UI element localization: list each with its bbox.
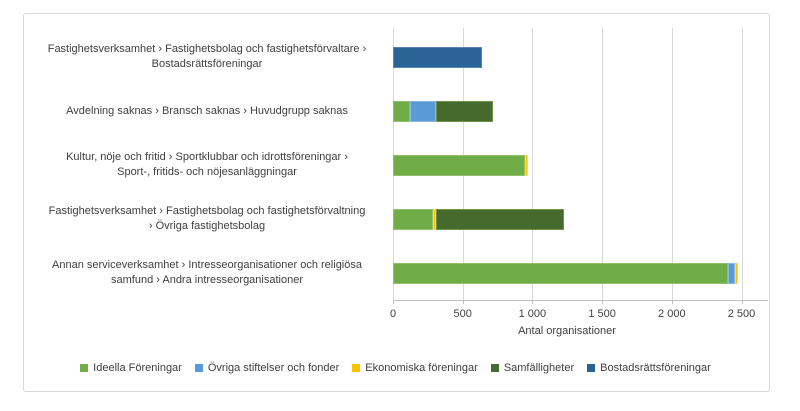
chart-frame	[23, 13, 770, 392]
legend-swatch-icon	[490, 364, 499, 372]
x-axis-line	[393, 300, 768, 301]
legend-item: Bostadsrättsföreningar	[587, 362, 711, 374]
x-tick-label: 1 000	[518, 308, 547, 320]
category-label: Fastighetsverksamhet › Fastighetsbolag o…	[48, 205, 366, 232]
bar-segment	[727, 262, 735, 284]
legend-item: Övriga stiftelser och fonder	[194, 362, 340, 374]
bar-segment	[393, 46, 483, 68]
bar-segment	[410, 100, 436, 122]
x-tick-label: 0	[389, 308, 397, 320]
gridline-2500	[741, 28, 743, 300]
legend: Ideella Föreningar Övriga stiftelser och …	[23, 362, 768, 374]
bar-segment	[393, 208, 434, 230]
x-tick-label: 1 500	[588, 308, 616, 320]
legend-item: Ideella Föreningar	[80, 362, 182, 374]
gridline-2000	[671, 28, 673, 300]
legend-swatch-icon	[194, 364, 203, 372]
x-tickmark-2000	[671, 300, 673, 304]
bar-segment	[393, 154, 526, 176]
gridline-1000	[532, 28, 534, 300]
legend-swatch-icon	[80, 364, 89, 372]
bar-segment	[525, 154, 528, 176]
x-tickmark-500	[462, 300, 464, 304]
legend-label: Samfälligheter	[503, 362, 575, 374]
x-tickmark-2500	[741, 300, 743, 304]
x-tickmark-0	[393, 300, 394, 304]
legend-swatch-icon	[587, 364, 596, 372]
bar-segment	[435, 208, 565, 230]
legend-label: Ideella Föreningar	[93, 362, 182, 374]
legend-swatch-icon	[352, 364, 361, 372]
bar-segment	[393, 262, 728, 284]
legend-label: Övriga stiftelser och fonder	[207, 362, 340, 374]
gridline-1500	[602, 28, 604, 300]
legend-item: Ekonomiska föreningar	[352, 362, 478, 374]
category-label: Fastighetsverksamhet › Fastighetsbolag o…	[47, 43, 367, 70]
x-axis-title: Antal organisationer	[518, 325, 616, 337]
x-tick-label: 2 500	[727, 308, 756, 320]
x-tickmark-1500	[602, 300, 604, 304]
category-label: Annan serviceverksamhet › Intresseorgani…	[52, 259, 362, 286]
bar-segment	[435, 100, 494, 122]
x-tickmark-1000	[532, 300, 534, 304]
legend-item: Samfälligheter	[490, 362, 575, 374]
legend-label: Bostadsrättsföreningar	[600, 362, 711, 374]
x-tick-label: 500	[453, 308, 472, 320]
x-tick-label: 2 000	[658, 308, 686, 320]
bar-segment	[734, 262, 738, 284]
category-label: Avdelning saknas › Bransch saknas › Huvu…	[66, 104, 348, 117]
bar-segment	[433, 208, 436, 230]
category-label: Kultur, nöje och fritid › Sportklubbar o…	[66, 151, 348, 178]
legend-label: Ekonomiska föreningar	[365, 362, 478, 374]
bar-segment	[393, 100, 411, 122]
